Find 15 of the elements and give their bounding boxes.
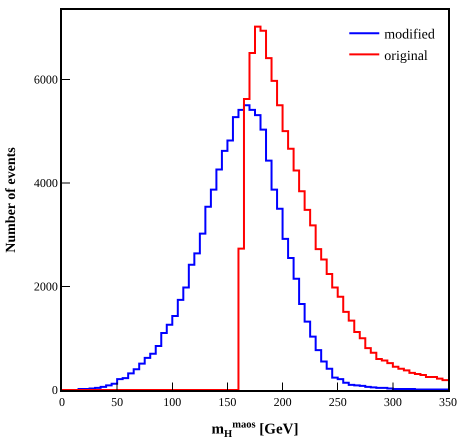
y-tick-label: 2000 (34, 280, 58, 294)
y-axis-title: Number of events (4, 146, 19, 253)
x-axis-title: m$_{H}$$^{maos}$ [GeV] (212, 419, 298, 440)
y-tick-label: 4000 (34, 176, 58, 190)
legend-label: original (384, 48, 428, 64)
y-tick-label: 6000 (34, 72, 58, 87)
x-tick-label: 350 (439, 395, 457, 410)
x-tick-label: 250 (328, 395, 347, 410)
x-tick-label: 200 (274, 395, 292, 410)
x-tick-label: 100 (163, 395, 182, 410)
x-tick-label: 150 (218, 395, 236, 410)
x-tick-label: 50 (111, 395, 124, 410)
y-tick-label: 0 (52, 383, 58, 398)
legend-label: modified (384, 28, 435, 43)
x-tick-label: 300 (384, 395, 402, 410)
